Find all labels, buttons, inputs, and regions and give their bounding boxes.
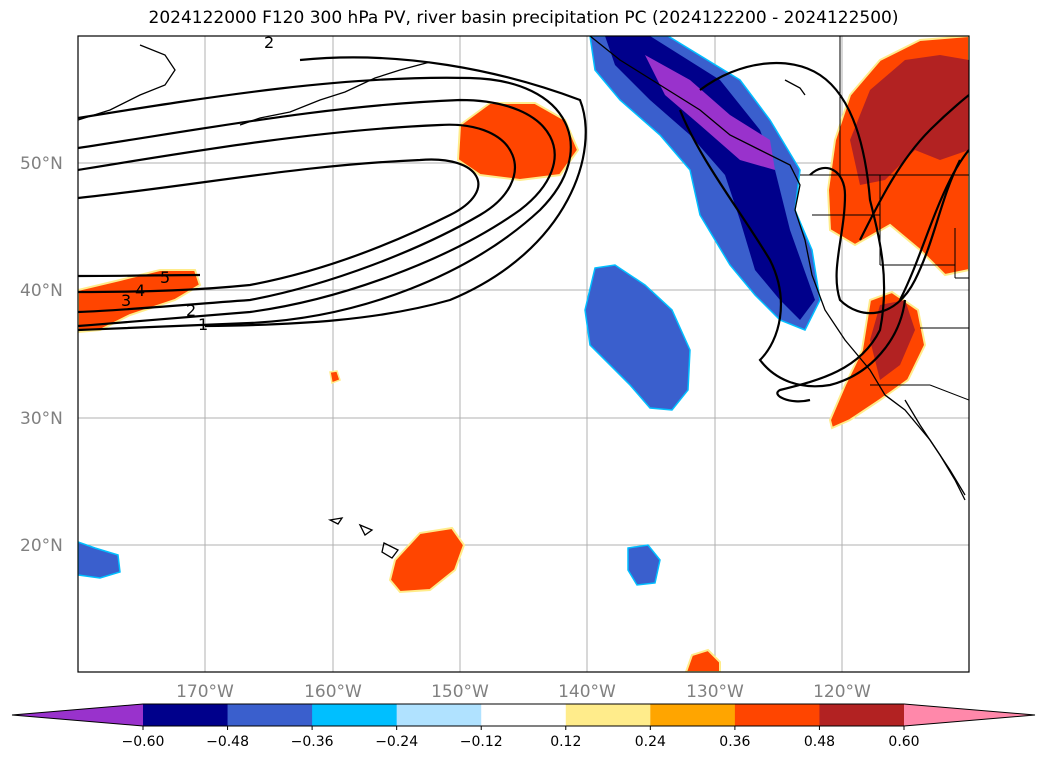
lat-label: 30°N	[20, 409, 63, 429]
colorbar-tick-label: 0.12	[550, 734, 581, 750]
colorbar-segment	[819, 704, 905, 726]
colorbar-segment	[227, 704, 313, 726]
colorbar-tick-label: 0.60	[888, 734, 919, 750]
lat-labels: 50°N 40°N 30°N 20°N	[20, 154, 63, 556]
lon-label: 170°W	[176, 682, 234, 702]
lon-label: 160°W	[304, 682, 362, 702]
colorbar: −0.60 −0.48 −0.36 −0.24 −0.12 0.12 0.24 0.36 0.4…	[11, 703, 1036, 750]
lat-label: 40°N	[20, 281, 63, 301]
colorbar-segment	[481, 704, 567, 726]
colorbar-segment	[312, 704, 398, 726]
map-frame	[77, 35, 970, 673]
lon-labels: 170°W 160°W 150°W 140°W 130°W 120°W	[176, 682, 871, 702]
colorbar-segment	[565, 704, 651, 726]
colorbar-segment	[734, 704, 820, 726]
colorbar-segment	[143, 704, 229, 726]
lon-label: 130°W	[686, 682, 744, 702]
contour-label: 4	[135, 281, 145, 300]
colorbar-tick-label: 0.24	[635, 734, 666, 750]
coastlines	[78, 36, 966, 559]
colorbar-tick-label: 0.36	[719, 734, 750, 750]
contour-labels: 5 4 3 2 1 2	[121, 33, 274, 334]
colorbar-extend-high	[904, 704, 1035, 726]
colorbar-tick-label: −0.36	[291, 734, 334, 750]
colorbar-extend-low	[12, 704, 143, 726]
pv-contours	[78, 56, 969, 403]
lon-label: 120°W	[813, 682, 871, 702]
colorbar-tick-label: −0.48	[206, 734, 249, 750]
lat-label: 20°N	[20, 536, 63, 556]
map-content: 5 4 3 2 1 2	[78, 33, 969, 672]
map-title: 2024122000 F120 300 hPa PV, river basin …	[148, 8, 899, 28]
colorbar-tick-label: −0.12	[460, 734, 503, 750]
contour-label: 5	[160, 268, 170, 287]
colorbar-tick-label: 0.48	[804, 734, 835, 750]
lon-label: 140°W	[558, 682, 616, 702]
colorbar-tick-label: −0.60	[122, 734, 165, 750]
contour-label: 2	[264, 33, 274, 52]
contour-label: 1	[198, 315, 208, 334]
precip-pc-regions	[78, 36, 969, 672]
lat-label: 50°N	[20, 154, 63, 174]
colorbar-segment	[396, 704, 482, 726]
lon-label: 150°W	[431, 682, 489, 702]
colorbar-tick-label: −0.24	[375, 734, 418, 750]
contour-label: 2	[186, 301, 196, 320]
colorbar-segment	[650, 704, 736, 726]
contour-label: 3	[121, 291, 131, 310]
